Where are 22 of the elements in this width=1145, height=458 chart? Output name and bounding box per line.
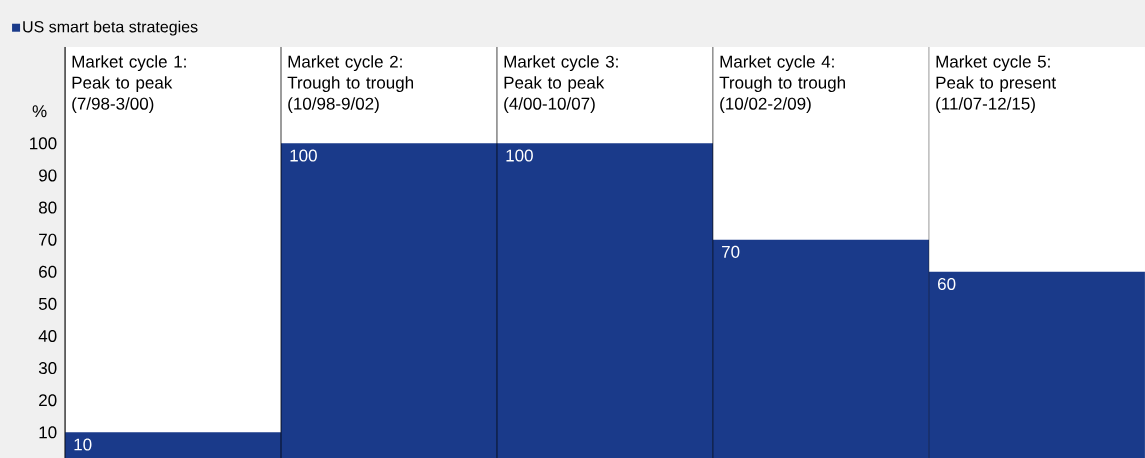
y-tick-label: 60: [39, 265, 57, 278]
y-axis-title: %: [32, 105, 47, 117]
y-tick-label: 40: [38, 329, 57, 342]
data-label: 100: [506, 149, 533, 162]
y-tick-label: 10: [39, 426, 57, 439]
y-tick-label: 100: [30, 137, 57, 150]
data-label: 70: [722, 245, 740, 258]
data-label: 100: [290, 149, 317, 162]
x-tick-label: Market cycle 1: Peak to peak (7/98-3/00): [72, 55, 186, 113]
y-tick-label: 20: [39, 393, 57, 407]
y-tick-label: 80: [38, 201, 57, 214]
legend-label: US smart beta strategies: [23, 20, 198, 36]
x-tick-label: Market cycle 5: Peak to present (11/07-12/15): [936, 55, 1056, 113]
x-tick-label: Market cycle 4: Trough to trough (10/02-2/09): [719, 55, 845, 113]
y-tick-label: 70: [39, 233, 57, 246]
x-tick-label: Market cycle 3: Peak to peak (4/00-10/07): [504, 55, 618, 113]
data-label: 10: [74, 438, 92, 451]
y-tick-label: 90: [39, 169, 57, 182]
x-tick-label: Market cycle 2: Trough to trough (10/98-9/02): [287, 55, 414, 113]
y-tick-label: 30: [38, 361, 57, 374]
data-label: 60: [938, 277, 956, 290]
y-tick-label: 50: [38, 297, 57, 310]
